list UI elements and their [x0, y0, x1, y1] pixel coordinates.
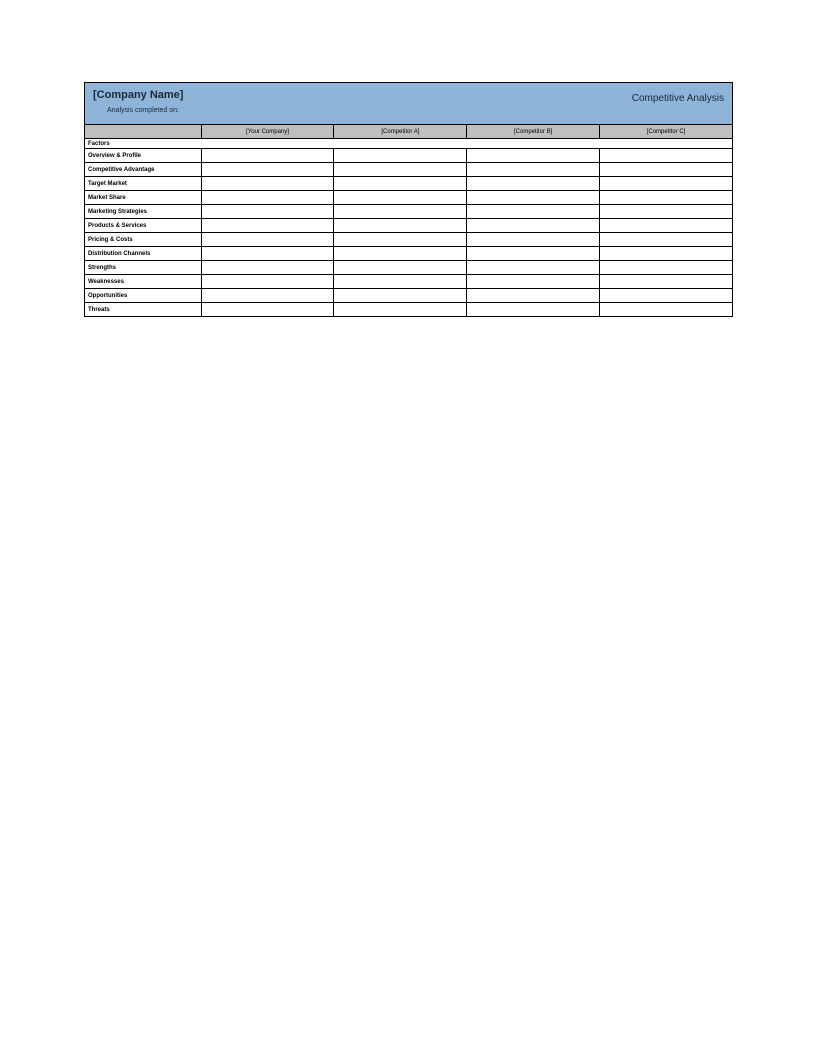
data-cell: [600, 219, 733, 233]
factor-cell: Competitive Advantage: [85, 163, 202, 177]
column-header: [Competitor C]: [600, 125, 733, 139]
column-header: [Your Company]: [201, 125, 334, 139]
data-cell: [600, 163, 733, 177]
table-row: Marketing Strategies: [85, 205, 733, 219]
data-cell: [600, 247, 733, 261]
page-container: [Company Name] Analysis completed on: Co…: [0, 0, 817, 317]
factors-label-row: Factors: [85, 139, 733, 149]
data-cell: [467, 261, 600, 275]
data-cell: [467, 233, 600, 247]
column-header-blank: [85, 125, 202, 139]
data-cell: [201, 233, 334, 247]
analysis-date-label: Analysis completed on:: [93, 107, 183, 114]
table-row: Strengths: [85, 261, 733, 275]
data-cell: [334, 275, 467, 289]
data-cell: [201, 303, 334, 317]
data-cell: [467, 303, 600, 317]
table-row: Opportunities: [85, 289, 733, 303]
data-cell: [600, 191, 733, 205]
data-cell: [467, 149, 600, 163]
table-row: Competitive Advantage: [85, 163, 733, 177]
data-cell: [600, 205, 733, 219]
data-cell: [600, 177, 733, 191]
data-cell: [334, 219, 467, 233]
data-cell: [600, 275, 733, 289]
data-cell: [334, 205, 467, 219]
factor-cell: Threats: [85, 303, 202, 317]
table-row: Weaknesses: [85, 275, 733, 289]
data-cell: [201, 261, 334, 275]
data-cell: [467, 275, 600, 289]
data-cell: [201, 289, 334, 303]
data-cell: [201, 247, 334, 261]
table-row: Threats: [85, 303, 733, 317]
data-cell: [600, 289, 733, 303]
table-row: Market Share: [85, 191, 733, 205]
column-header: [Competitor B]: [467, 125, 600, 139]
data-cell: [334, 289, 467, 303]
table-row: Products & Services: [85, 219, 733, 233]
document-header: [Company Name] Analysis completed on: Co…: [84, 82, 733, 124]
data-cell: [467, 247, 600, 261]
factors-label-cell: Factors: [85, 139, 733, 149]
header-left: [Company Name] Analysis completed on:: [93, 89, 183, 114]
factor-cell: Target Market: [85, 177, 202, 191]
data-cell: [201, 275, 334, 289]
factor-cell: Pricing & Costs: [85, 233, 202, 247]
data-cell: [600, 149, 733, 163]
data-cell: [334, 163, 467, 177]
data-cell: [467, 205, 600, 219]
data-cell: [201, 163, 334, 177]
data-cell: [467, 177, 600, 191]
data-cell: [334, 149, 467, 163]
data-cell: [467, 191, 600, 205]
factor-cell: Marketing Strategies: [85, 205, 202, 219]
data-cell: [201, 219, 334, 233]
factor-cell: Market Share: [85, 191, 202, 205]
table-row: Pricing & Costs: [85, 233, 733, 247]
data-cell: [467, 289, 600, 303]
factor-cell: Overview & Profile: [85, 149, 202, 163]
data-cell: [334, 247, 467, 261]
competitive-analysis-table: [Your Company][Competitor A][Competitor …: [84, 124, 733, 317]
factor-cell: Distribution Channels: [85, 247, 202, 261]
table-header-row: [Your Company][Competitor A][Competitor …: [85, 125, 733, 139]
table-row: Target Market: [85, 177, 733, 191]
document-title: Competitive Analysis: [632, 89, 724, 104]
table-row: Distribution Channels: [85, 247, 733, 261]
factor-cell: Strengths: [85, 261, 202, 275]
data-cell: [334, 261, 467, 275]
table-row: Overview & Profile: [85, 149, 733, 163]
data-cell: [201, 177, 334, 191]
data-cell: [334, 233, 467, 247]
factor-cell: Opportunities: [85, 289, 202, 303]
data-cell: [600, 233, 733, 247]
data-cell: [600, 261, 733, 275]
data-cell: [600, 303, 733, 317]
data-cell: [201, 149, 334, 163]
data-cell: [467, 163, 600, 177]
factor-cell: Weaknesses: [85, 275, 202, 289]
factor-cell: Products & Services: [85, 219, 202, 233]
data-cell: [201, 191, 334, 205]
company-name: [Company Name]: [93, 89, 183, 101]
data-cell: [334, 191, 467, 205]
data-cell: [334, 177, 467, 191]
data-cell: [201, 205, 334, 219]
column-header: [Competitor A]: [334, 125, 467, 139]
data-cell: [334, 303, 467, 317]
data-cell: [467, 219, 600, 233]
